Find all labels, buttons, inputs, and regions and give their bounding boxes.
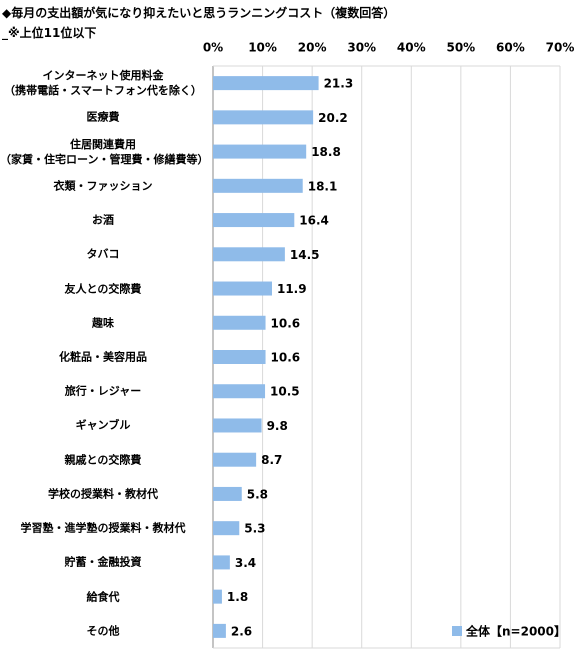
x-tick-label: 40% (397, 41, 426, 55)
bar (213, 589, 222, 604)
y-tick-label: その他 (86, 624, 120, 638)
value-label: 1.8 (227, 590, 248, 604)
bar (213, 213, 295, 228)
x-tick-label: 20% (298, 41, 327, 55)
y-tick-label: 親戚との交際費 (64, 453, 142, 467)
x-tick-label: 70% (546, 41, 575, 55)
y-tick-label: 化粧品・美容用品 (59, 350, 147, 364)
value-label: 10.6 (271, 316, 301, 330)
x-tick-label: 50% (446, 41, 475, 55)
bar (213, 555, 230, 570)
value-label: 8.7 (261, 453, 282, 467)
y-tick-label: お酒 (92, 213, 114, 227)
value-label: 5.8 (247, 487, 268, 501)
y-tick-label: 医療費 (86, 110, 120, 124)
value-label: 21.3 (324, 77, 354, 91)
value-label: 18.1 (308, 179, 338, 193)
x-tick-label: 30% (347, 41, 376, 55)
bar (213, 521, 240, 536)
value-label: 5.3 (244, 522, 265, 536)
bar (213, 623, 226, 638)
chart-title: ◆毎月の支出額が気になり抑えたいと思うランニングコスト（複数回答） (2, 6, 396, 20)
value-label: 2.6 (231, 624, 252, 638)
x-tick-label: 0% (203, 41, 223, 55)
bar (213, 144, 307, 159)
bar (213, 178, 303, 193)
bar (213, 350, 266, 364)
value-label: 3.4 (235, 556, 256, 570)
y-tick-label: 趣味 (92, 316, 114, 330)
legend-label: 全体【n=2000】 (465, 624, 566, 639)
y-tick-label: インターネット使用料金 （携帯電話・スマートフォン代を除く） (4, 69, 202, 98)
bar (213, 315, 266, 330)
bar (213, 247, 285, 262)
value-label: 14.5 (290, 248, 320, 262)
x-tick-label: 10% (248, 41, 277, 55)
y-tick-label: 旅行・レジャー (64, 384, 142, 398)
y-tick-label: 貯蓄・金融投資 (64, 555, 142, 569)
chart-subtitle: _※上位11位以下 (2, 26, 97, 40)
y-tick-label: 給食代 (86, 590, 120, 604)
value-label: 20.2 (318, 111, 348, 125)
legend-swatch (452, 626, 462, 636)
value-label: 11.9 (277, 282, 307, 296)
y-tick-label: 衣類・ファッション (53, 179, 153, 193)
value-label: 9.8 (267, 419, 288, 433)
bar (213, 418, 262, 433)
bar (213, 76, 319, 91)
value-label: 10.5 (270, 385, 300, 399)
y-tick-label: 学習塾・進学塾の授業料・教材代 (20, 521, 186, 535)
y-tick-label: 友人との交際費 (64, 282, 142, 296)
x-tick-label: 60% (496, 41, 525, 55)
value-label: 18.8 (311, 145, 341, 159)
bar (213, 110, 314, 125)
y-tick-label: 学校の授業料・教材代 (48, 487, 158, 501)
y-tick-label: 住居関連費用 （家賃・住宅ローン・管理費・修繕費等） (0, 137, 209, 166)
bar (213, 486, 242, 501)
value-label: 10.6 (271, 351, 301, 365)
y-tick-label: タバコ (86, 247, 120, 261)
bar (213, 384, 266, 399)
value-label: 16.4 (299, 214, 329, 228)
bar (213, 281, 272, 296)
bar (213, 452, 257, 467)
y-tick-label: ギャンブル (75, 418, 131, 432)
